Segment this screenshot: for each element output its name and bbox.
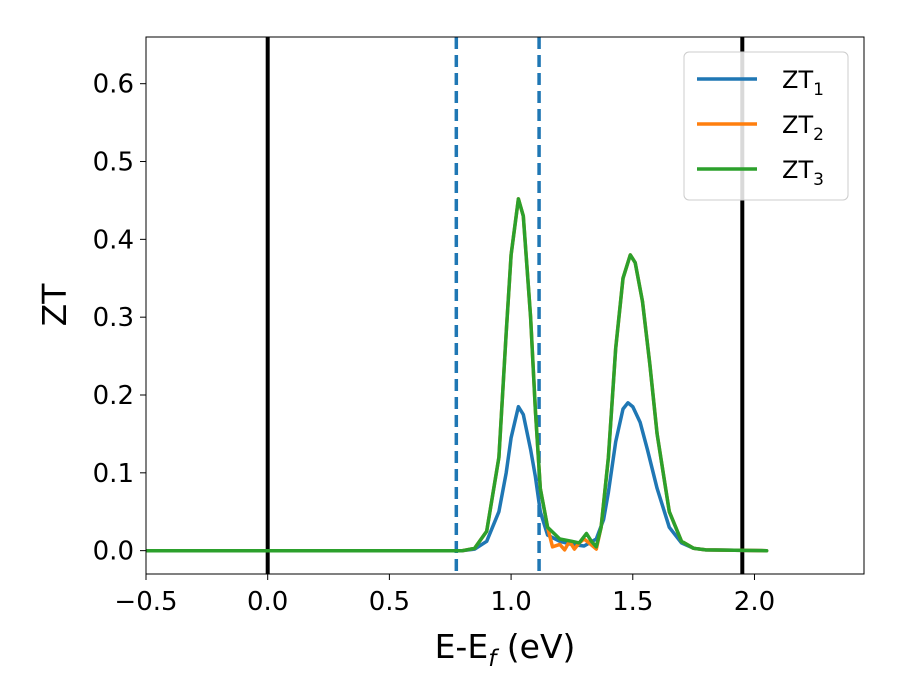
y-tick-label: 0.0 [93, 537, 134, 567]
series-line-zt3 [146, 197, 769, 553]
legend-label-zt2: ZT2 [782, 111, 824, 145]
y-tick-label: 0.5 [93, 148, 134, 178]
x-tick-label: 0.5 [369, 587, 410, 617]
legend-frame [683, 51, 849, 201]
y-tick-label: 0.2 [93, 381, 134, 411]
series-line-zt1 [146, 401, 769, 553]
legend: ZT1 ZT2 ZT3 [683, 51, 849, 201]
x-tick-label: 1.5 [612, 587, 653, 617]
x-tick-label: 0.0 [247, 587, 288, 617]
y-tick-label: 0.1 [93, 459, 134, 489]
x-tick-label: 2.0 [734, 587, 775, 617]
y-tick-label: 0.6 [93, 70, 134, 100]
legend-label-zt1: ZT1 [782, 66, 824, 100]
x-tick-label: −0.5 [114, 587, 177, 617]
x-tick-label: 1.0 [490, 587, 531, 617]
y-tick-label: 0.3 [93, 303, 134, 333]
x-axis-label: E-Ef (eV) [435, 627, 576, 672]
plot-frame [145, 36, 865, 575]
legend-label-zt3: ZT3 [782, 156, 824, 190]
y-axis-label: ZT [35, 283, 74, 327]
y-tick-label: 0.4 [93, 225, 134, 255]
